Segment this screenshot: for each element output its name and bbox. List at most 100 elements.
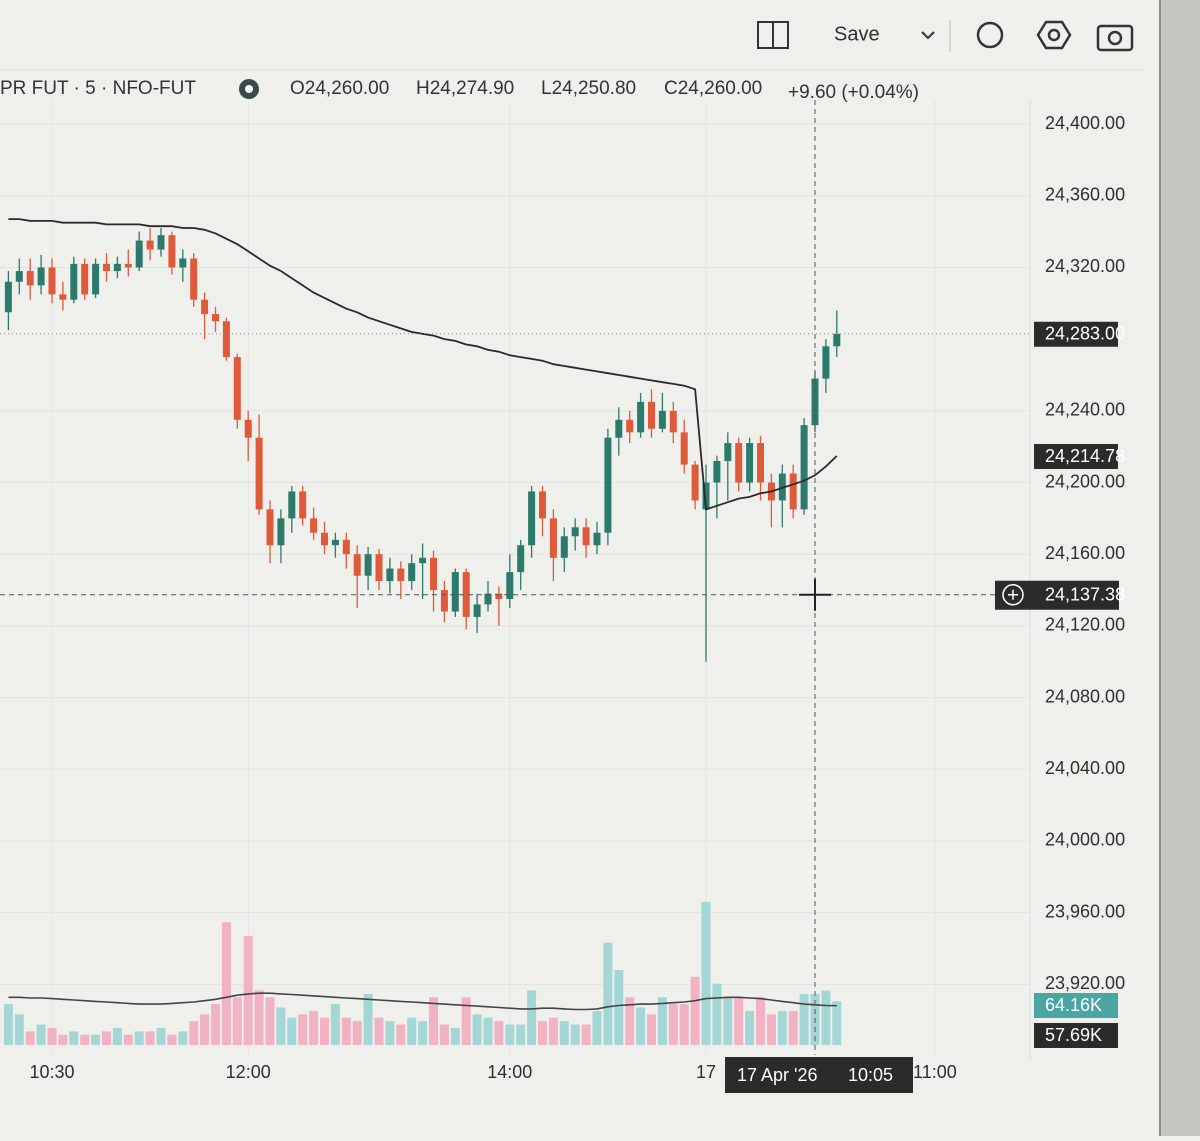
- candle-body: [266, 509, 274, 546]
- candle-body: [397, 568, 405, 582]
- volume-label: 57.69K: [1045, 1025, 1102, 1045]
- candle-body: [168, 235, 176, 268]
- save-dropdown[interactable]: [921, 31, 935, 40]
- y-tick-label: 24,160.00: [1045, 543, 1125, 563]
- candle-body: [648, 401, 655, 429]
- candle-body: [81, 263, 89, 295]
- volume-bar: [548, 1017, 558, 1045]
- volume-bar: [538, 1021, 547, 1045]
- volume-bar: [647, 1014, 656, 1045]
- candle-body: [833, 333, 841, 347]
- candle-body: [680, 432, 688, 465]
- candle-body: [506, 572, 514, 600]
- candle-body: [15, 271, 23, 282]
- candle-body: [212, 314, 219, 322]
- add-alert-button[interactable]: [1002, 583, 1024, 606]
- ohlc-close: C24,260.00: [664, 78, 762, 99]
- candle-body: [124, 263, 132, 268]
- moving-average-line: [8, 218, 838, 511]
- volume-bar: [80, 1034, 90, 1045]
- volume-bar: [276, 1007, 286, 1045]
- candle-body: [113, 263, 121, 272]
- volume-bar: [221, 922, 231, 1045]
- crosshair-date: 17 Apr '26: [737, 1065, 818, 1085]
- candle-body: [702, 482, 710, 510]
- volume-bar: [396, 1024, 406, 1045]
- volume-bar: [363, 993, 373, 1045]
- candle-body: [539, 491, 546, 519]
- ohlc-low: L24,250.80: [541, 78, 636, 99]
- candle-body: [4, 281, 12, 313]
- volume-bar: [200, 1014, 210, 1045]
- volume-bar: [592, 1010, 602, 1045]
- x-tick-label: 12:00: [226, 1062, 271, 1082]
- candle-body: [92, 263, 100, 295]
- candle-body: [135, 240, 143, 268]
- alert-icon[interactable]: [976, 21, 1004, 49]
- settings-icon[interactable]: [1036, 20, 1072, 50]
- snapshot-lens: [1107, 30, 1123, 46]
- symbol[interactable]: PR FUT · 5 · NFO-FUT: [0, 78, 196, 99]
- candle-body: [528, 491, 536, 546]
- volume-bar: [14, 1014, 24, 1045]
- candle-body: [462, 572, 470, 617]
- candle-body: [789, 473, 797, 510]
- y-tick-label: 24,200.00: [1045, 471, 1125, 491]
- volume-bar: [91, 1034, 101, 1045]
- volume-bar: [287, 1017, 297, 1045]
- price-label: 24,283.00: [1045, 324, 1125, 344]
- candle-body: [746, 443, 754, 483]
- candle-body: [658, 410, 666, 429]
- candle-body: [331, 539, 339, 546]
- price-label: 24,214.78: [1045, 446, 1125, 466]
- volume-bar: [167, 1034, 177, 1045]
- volume-bar: [58, 1034, 68, 1045]
- price-label-box: [1034, 444, 1118, 470]
- volume-bar: [341, 1017, 351, 1045]
- candle-body: [146, 240, 154, 250]
- ohlc-open: O24,260.00: [290, 78, 389, 99]
- volume-bar: [178, 1031, 188, 1045]
- volume-bar: [527, 990, 537, 1045]
- volume-bar: [407, 1017, 417, 1045]
- candle-body: [364, 554, 372, 576]
- candle-body: [70, 263, 78, 300]
- volume-bar: [821, 990, 831, 1045]
- snapshot-icon[interactable]: [1096, 24, 1134, 52]
- crosshair-time: 10:05: [848, 1065, 893, 1085]
- candle-body: [735, 443, 743, 483]
- volume-bar: [712, 983, 722, 1045]
- candle-body: [37, 267, 45, 286]
- volume-bar: [418, 1021, 428, 1045]
- candle-body: [800, 425, 808, 510]
- volume-bar: [112, 1027, 122, 1045]
- volume-bar: [330, 1004, 340, 1045]
- candle-body: [484, 593, 492, 605]
- y-tick-label: 24,120.00: [1045, 615, 1125, 635]
- candle-body: [255, 437, 263, 510]
- candle-body: [222, 321, 230, 358]
- candle-body: [375, 554, 383, 582]
- volume-bar: [603, 942, 613, 1045]
- x-tick-label: 17: [696, 1062, 716, 1082]
- volume-bar: [352, 1021, 362, 1045]
- candle-body: [103, 263, 110, 272]
- volume-bar: [581, 1024, 591, 1045]
- volume-bar: [156, 1027, 166, 1045]
- volume-bar: [254, 990, 264, 1045]
- candle-body: [310, 518, 318, 533]
- candle-body: [495, 593, 503, 600]
- volume-bar: [832, 1001, 842, 1045]
- candle-body: [157, 235, 165, 250]
- candle-body: [430, 557, 437, 591]
- candle-body: [713, 461, 721, 483]
- y-tick-label: 24,080.00: [1045, 686, 1125, 706]
- crosshair-time-box: [725, 1057, 913, 1093]
- save-button[interactable]: Save: [834, 23, 880, 45]
- volume-bar: [516, 1024, 526, 1045]
- candle-body: [593, 532, 601, 546]
- volume-bar: [69, 1031, 79, 1045]
- candle-body: [190, 258, 198, 300]
